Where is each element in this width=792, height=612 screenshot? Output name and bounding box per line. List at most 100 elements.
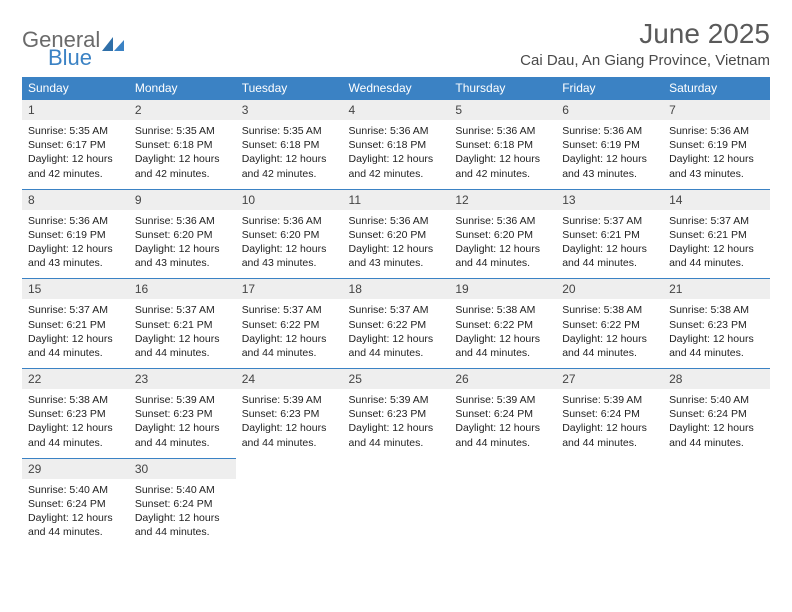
- daylight-line: Daylight: 12 hours and 44 minutes.: [28, 332, 123, 360]
- day-body: Sunrise: 5:36 AMSunset: 6:19 PMDaylight:…: [556, 120, 663, 189]
- daylight-line: Daylight: 12 hours and 44 minutes.: [135, 332, 230, 360]
- calendar-cell: 5Sunrise: 5:36 AMSunset: 6:18 PMDaylight…: [449, 99, 556, 189]
- day-number: 30: [129, 458, 236, 479]
- sunset-line: Sunset: 6:21 PM: [669, 228, 764, 242]
- sunrise-line: Sunrise: 5:36 AM: [242, 214, 337, 228]
- daylight-line: Daylight: 12 hours and 43 minutes.: [562, 152, 657, 180]
- day-number: 19: [449, 278, 556, 299]
- sunrise-line: Sunrise: 5:35 AM: [135, 124, 230, 138]
- calendar-cell: 29Sunrise: 5:40 AMSunset: 6:24 PMDayligh…: [22, 458, 129, 548]
- weekday-header: Wednesday: [343, 77, 450, 99]
- daylight-line: Daylight: 12 hours and 44 minutes.: [562, 332, 657, 360]
- day-body: Sunrise: 5:39 AMSunset: 6:23 PMDaylight:…: [343, 389, 450, 458]
- calendar-cell: 19Sunrise: 5:38 AMSunset: 6:22 PMDayligh…: [449, 278, 556, 368]
- daylight-line: Daylight: 12 hours and 44 minutes.: [28, 511, 123, 539]
- daylight-line: Daylight: 12 hours and 44 minutes.: [669, 242, 764, 270]
- calendar-week-row: 22Sunrise: 5:38 AMSunset: 6:23 PMDayligh…: [22, 368, 770, 458]
- sunrise-line: Sunrise: 5:40 AM: [28, 483, 123, 497]
- weekday-header: Sunday: [22, 77, 129, 99]
- weekday-header: Friday: [556, 77, 663, 99]
- sunset-line: Sunset: 6:19 PM: [562, 138, 657, 152]
- day-number: 9: [129, 189, 236, 210]
- sunset-line: Sunset: 6:21 PM: [135, 318, 230, 332]
- sunset-line: Sunset: 6:19 PM: [669, 138, 764, 152]
- sunrise-line: Sunrise: 5:36 AM: [28, 214, 123, 228]
- daylight-line: Daylight: 12 hours and 44 minutes.: [669, 332, 764, 360]
- sunset-line: Sunset: 6:18 PM: [135, 138, 230, 152]
- day-number: 15: [22, 278, 129, 299]
- calendar-week-row: 15Sunrise: 5:37 AMSunset: 6:21 PMDayligh…: [22, 278, 770, 368]
- daylight-line: Daylight: 12 hours and 44 minutes.: [455, 242, 550, 270]
- day-number: 16: [129, 278, 236, 299]
- day-number: 8: [22, 189, 129, 210]
- day-number: 23: [129, 368, 236, 389]
- calendar-cell: 12Sunrise: 5:36 AMSunset: 6:20 PMDayligh…: [449, 189, 556, 279]
- sunrise-line: Sunrise: 5:37 AM: [669, 214, 764, 228]
- sunrise-line: Sunrise: 5:38 AM: [669, 303, 764, 317]
- daylight-line: Daylight: 12 hours and 43 minutes.: [349, 242, 444, 270]
- day-body: Sunrise: 5:37 AMSunset: 6:21 PMDaylight:…: [556, 210, 663, 279]
- sunset-line: Sunset: 6:21 PM: [562, 228, 657, 242]
- sunrise-line: Sunrise: 5:36 AM: [562, 124, 657, 138]
- day-body: Sunrise: 5:36 AMSunset: 6:18 PMDaylight:…: [449, 120, 556, 189]
- day-number: 28: [663, 368, 770, 389]
- calendar-table: Sunday Monday Tuesday Wednesday Thursday…: [22, 77, 770, 547]
- day-number: 17: [236, 278, 343, 299]
- calendar-cell: [556, 458, 663, 548]
- day-number: 24: [236, 368, 343, 389]
- daylight-line: Daylight: 12 hours and 44 minutes.: [28, 421, 123, 449]
- daylight-line: Daylight: 12 hours and 42 minutes.: [135, 152, 230, 180]
- calendar-cell: 30Sunrise: 5:40 AMSunset: 6:24 PMDayligh…: [129, 458, 236, 548]
- weekday-header: Saturday: [663, 77, 770, 99]
- calendar-cell: 18Sunrise: 5:37 AMSunset: 6:22 PMDayligh…: [343, 278, 450, 368]
- daylight-line: Daylight: 12 hours and 44 minutes.: [349, 421, 444, 449]
- day-number: 12: [449, 189, 556, 210]
- calendar-cell: 21Sunrise: 5:38 AMSunset: 6:23 PMDayligh…: [663, 278, 770, 368]
- day-number: 22: [22, 368, 129, 389]
- day-body: Sunrise: 5:35 AMSunset: 6:17 PMDaylight:…: [22, 120, 129, 189]
- day-body: Sunrise: 5:37 AMSunset: 6:21 PMDaylight:…: [129, 299, 236, 368]
- daylight-line: Daylight: 12 hours and 44 minutes.: [242, 332, 337, 360]
- calendar-cell: 1Sunrise: 5:35 AMSunset: 6:17 PMDaylight…: [22, 99, 129, 189]
- weekday-header: Monday: [129, 77, 236, 99]
- calendar-cell: 4Sunrise: 5:36 AMSunset: 6:18 PMDaylight…: [343, 99, 450, 189]
- calendar-cell: 26Sunrise: 5:39 AMSunset: 6:24 PMDayligh…: [449, 368, 556, 458]
- calendar-cell: 10Sunrise: 5:36 AMSunset: 6:20 PMDayligh…: [236, 189, 343, 279]
- day-body: Sunrise: 5:38 AMSunset: 6:23 PMDaylight:…: [22, 389, 129, 458]
- daylight-line: Daylight: 12 hours and 44 minutes.: [562, 242, 657, 270]
- sunset-line: Sunset: 6:24 PM: [135, 497, 230, 511]
- sunset-line: Sunset: 6:23 PM: [242, 407, 337, 421]
- calendar-cell: 20Sunrise: 5:38 AMSunset: 6:22 PMDayligh…: [556, 278, 663, 368]
- daylight-line: Daylight: 12 hours and 44 minutes.: [349, 332, 444, 360]
- daylight-line: Daylight: 12 hours and 44 minutes.: [669, 421, 764, 449]
- sunset-line: Sunset: 6:19 PM: [28, 228, 123, 242]
- calendar-cell: 24Sunrise: 5:39 AMSunset: 6:23 PMDayligh…: [236, 368, 343, 458]
- sunset-line: Sunset: 6:20 PM: [455, 228, 550, 242]
- sunrise-line: Sunrise: 5:36 AM: [349, 214, 444, 228]
- daylight-line: Daylight: 12 hours and 44 minutes.: [242, 421, 337, 449]
- sunset-line: Sunset: 6:22 PM: [242, 318, 337, 332]
- day-number: 10: [236, 189, 343, 210]
- calendar-cell: 8Sunrise: 5:36 AMSunset: 6:19 PMDaylight…: [22, 189, 129, 279]
- day-number: 1: [22, 99, 129, 120]
- daylight-line: Daylight: 12 hours and 44 minutes.: [562, 421, 657, 449]
- daylight-line: Daylight: 12 hours and 42 minutes.: [455, 152, 550, 180]
- sunrise-line: Sunrise: 5:39 AM: [562, 393, 657, 407]
- sunset-line: Sunset: 6:18 PM: [349, 138, 444, 152]
- day-body: Sunrise: 5:36 AMSunset: 6:19 PMDaylight:…: [663, 120, 770, 189]
- day-number: 2: [129, 99, 236, 120]
- calendar-week-row: 1Sunrise: 5:35 AMSunset: 6:17 PMDaylight…: [22, 99, 770, 189]
- day-body: Sunrise: 5:39 AMSunset: 6:23 PMDaylight:…: [236, 389, 343, 458]
- sunset-line: Sunset: 6:20 PM: [135, 228, 230, 242]
- day-body: Sunrise: 5:38 AMSunset: 6:22 PMDaylight:…: [449, 299, 556, 368]
- calendar-cell: 15Sunrise: 5:37 AMSunset: 6:21 PMDayligh…: [22, 278, 129, 368]
- sunrise-line: Sunrise: 5:36 AM: [455, 124, 550, 138]
- daylight-line: Daylight: 12 hours and 42 minutes.: [28, 152, 123, 180]
- sunrise-line: Sunrise: 5:40 AM: [669, 393, 764, 407]
- sunrise-line: Sunrise: 5:37 AM: [349, 303, 444, 317]
- calendar-cell: 3Sunrise: 5:35 AMSunset: 6:18 PMDaylight…: [236, 99, 343, 189]
- daylight-line: Daylight: 12 hours and 44 minutes.: [455, 332, 550, 360]
- calendar-cell: [343, 458, 450, 548]
- sunset-line: Sunset: 6:24 PM: [455, 407, 550, 421]
- calendar-cell: 11Sunrise: 5:36 AMSunset: 6:20 PMDayligh…: [343, 189, 450, 279]
